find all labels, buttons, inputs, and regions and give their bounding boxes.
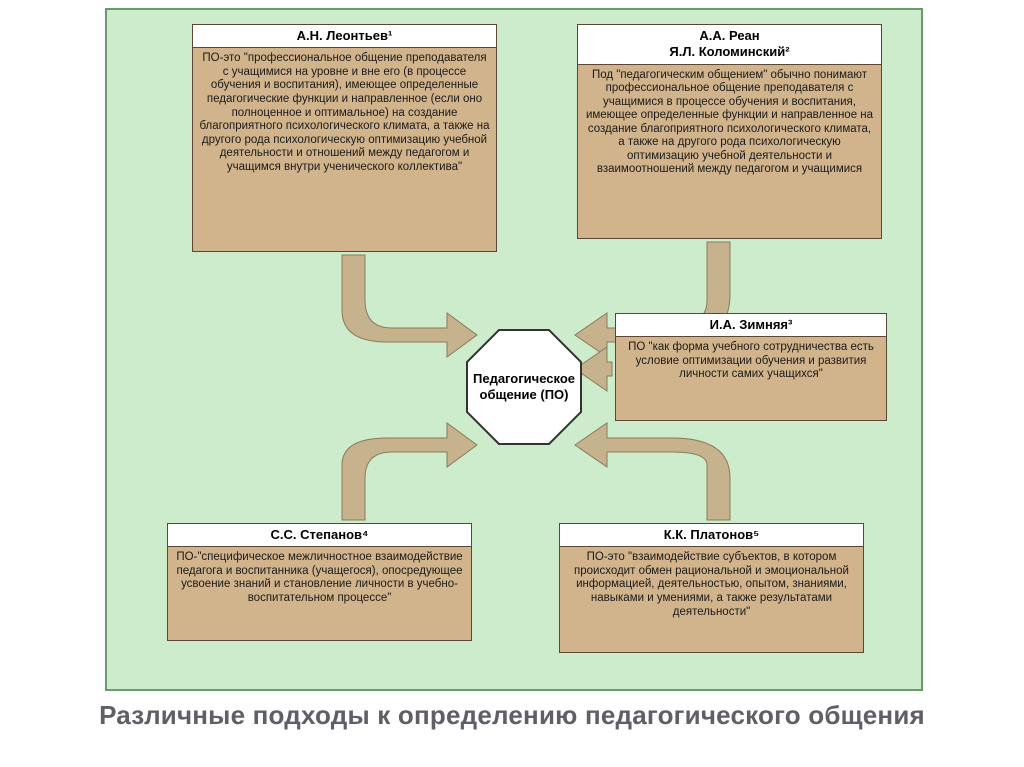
box-stepanov: С.С. Степанов⁴ ПО-"специфическое межличн… (167, 523, 472, 641)
arrow-platonov (575, 423, 730, 520)
box-rean-header: А.А. Реан Я.Л. Коломинский² (578, 25, 881, 65)
box-stepanov-header: С.С. Степанов⁴ (168, 524, 471, 547)
slide-caption: Различные подходы к определению педагоги… (0, 700, 1024, 731)
box-stepanov-body: ПО-"специфическое межличностное взаимоде… (168, 547, 471, 611)
box-zimnaya-body: ПО "как форма учебного сотрудничества ес… (616, 337, 886, 388)
arrow-leontiev (342, 255, 477, 357)
box-platonov: К.К. Платонов⁵ ПО-это "взаимодействие су… (559, 523, 864, 653)
center-octagon-label: Педагогическое общение (ПО) (465, 328, 583, 446)
box-zimnaya-header: И.А. Зимняя³ (616, 314, 886, 337)
box-platonov-body: ПО-это "взаимодействие субъектов, в кото… (560, 547, 863, 625)
box-platonov-header: К.К. Платонов⁵ (560, 524, 863, 547)
box-leontiev-body: ПО-это "профессиональное общение препода… (193, 48, 496, 180)
arrow-stepanov (342, 423, 477, 520)
box-rean: А.А. Реан Я.Л. Коломинский² Под "педагог… (577, 24, 882, 239)
diagram-canvas: Педагогическое общение (ПО) А.Н. Леонтье… (105, 8, 923, 691)
box-leontiev: А.Н. Леонтьев¹ ПО-это "профессиональное … (192, 24, 497, 252)
box-zimnaya: И.А. Зимняя³ ПО "как форма учебного сотр… (615, 313, 887, 421)
box-leontiev-header: А.Н. Леонтьев¹ (193, 25, 496, 48)
box-rean-body: Под "педагогическим общением" обычно пон… (578, 65, 881, 184)
